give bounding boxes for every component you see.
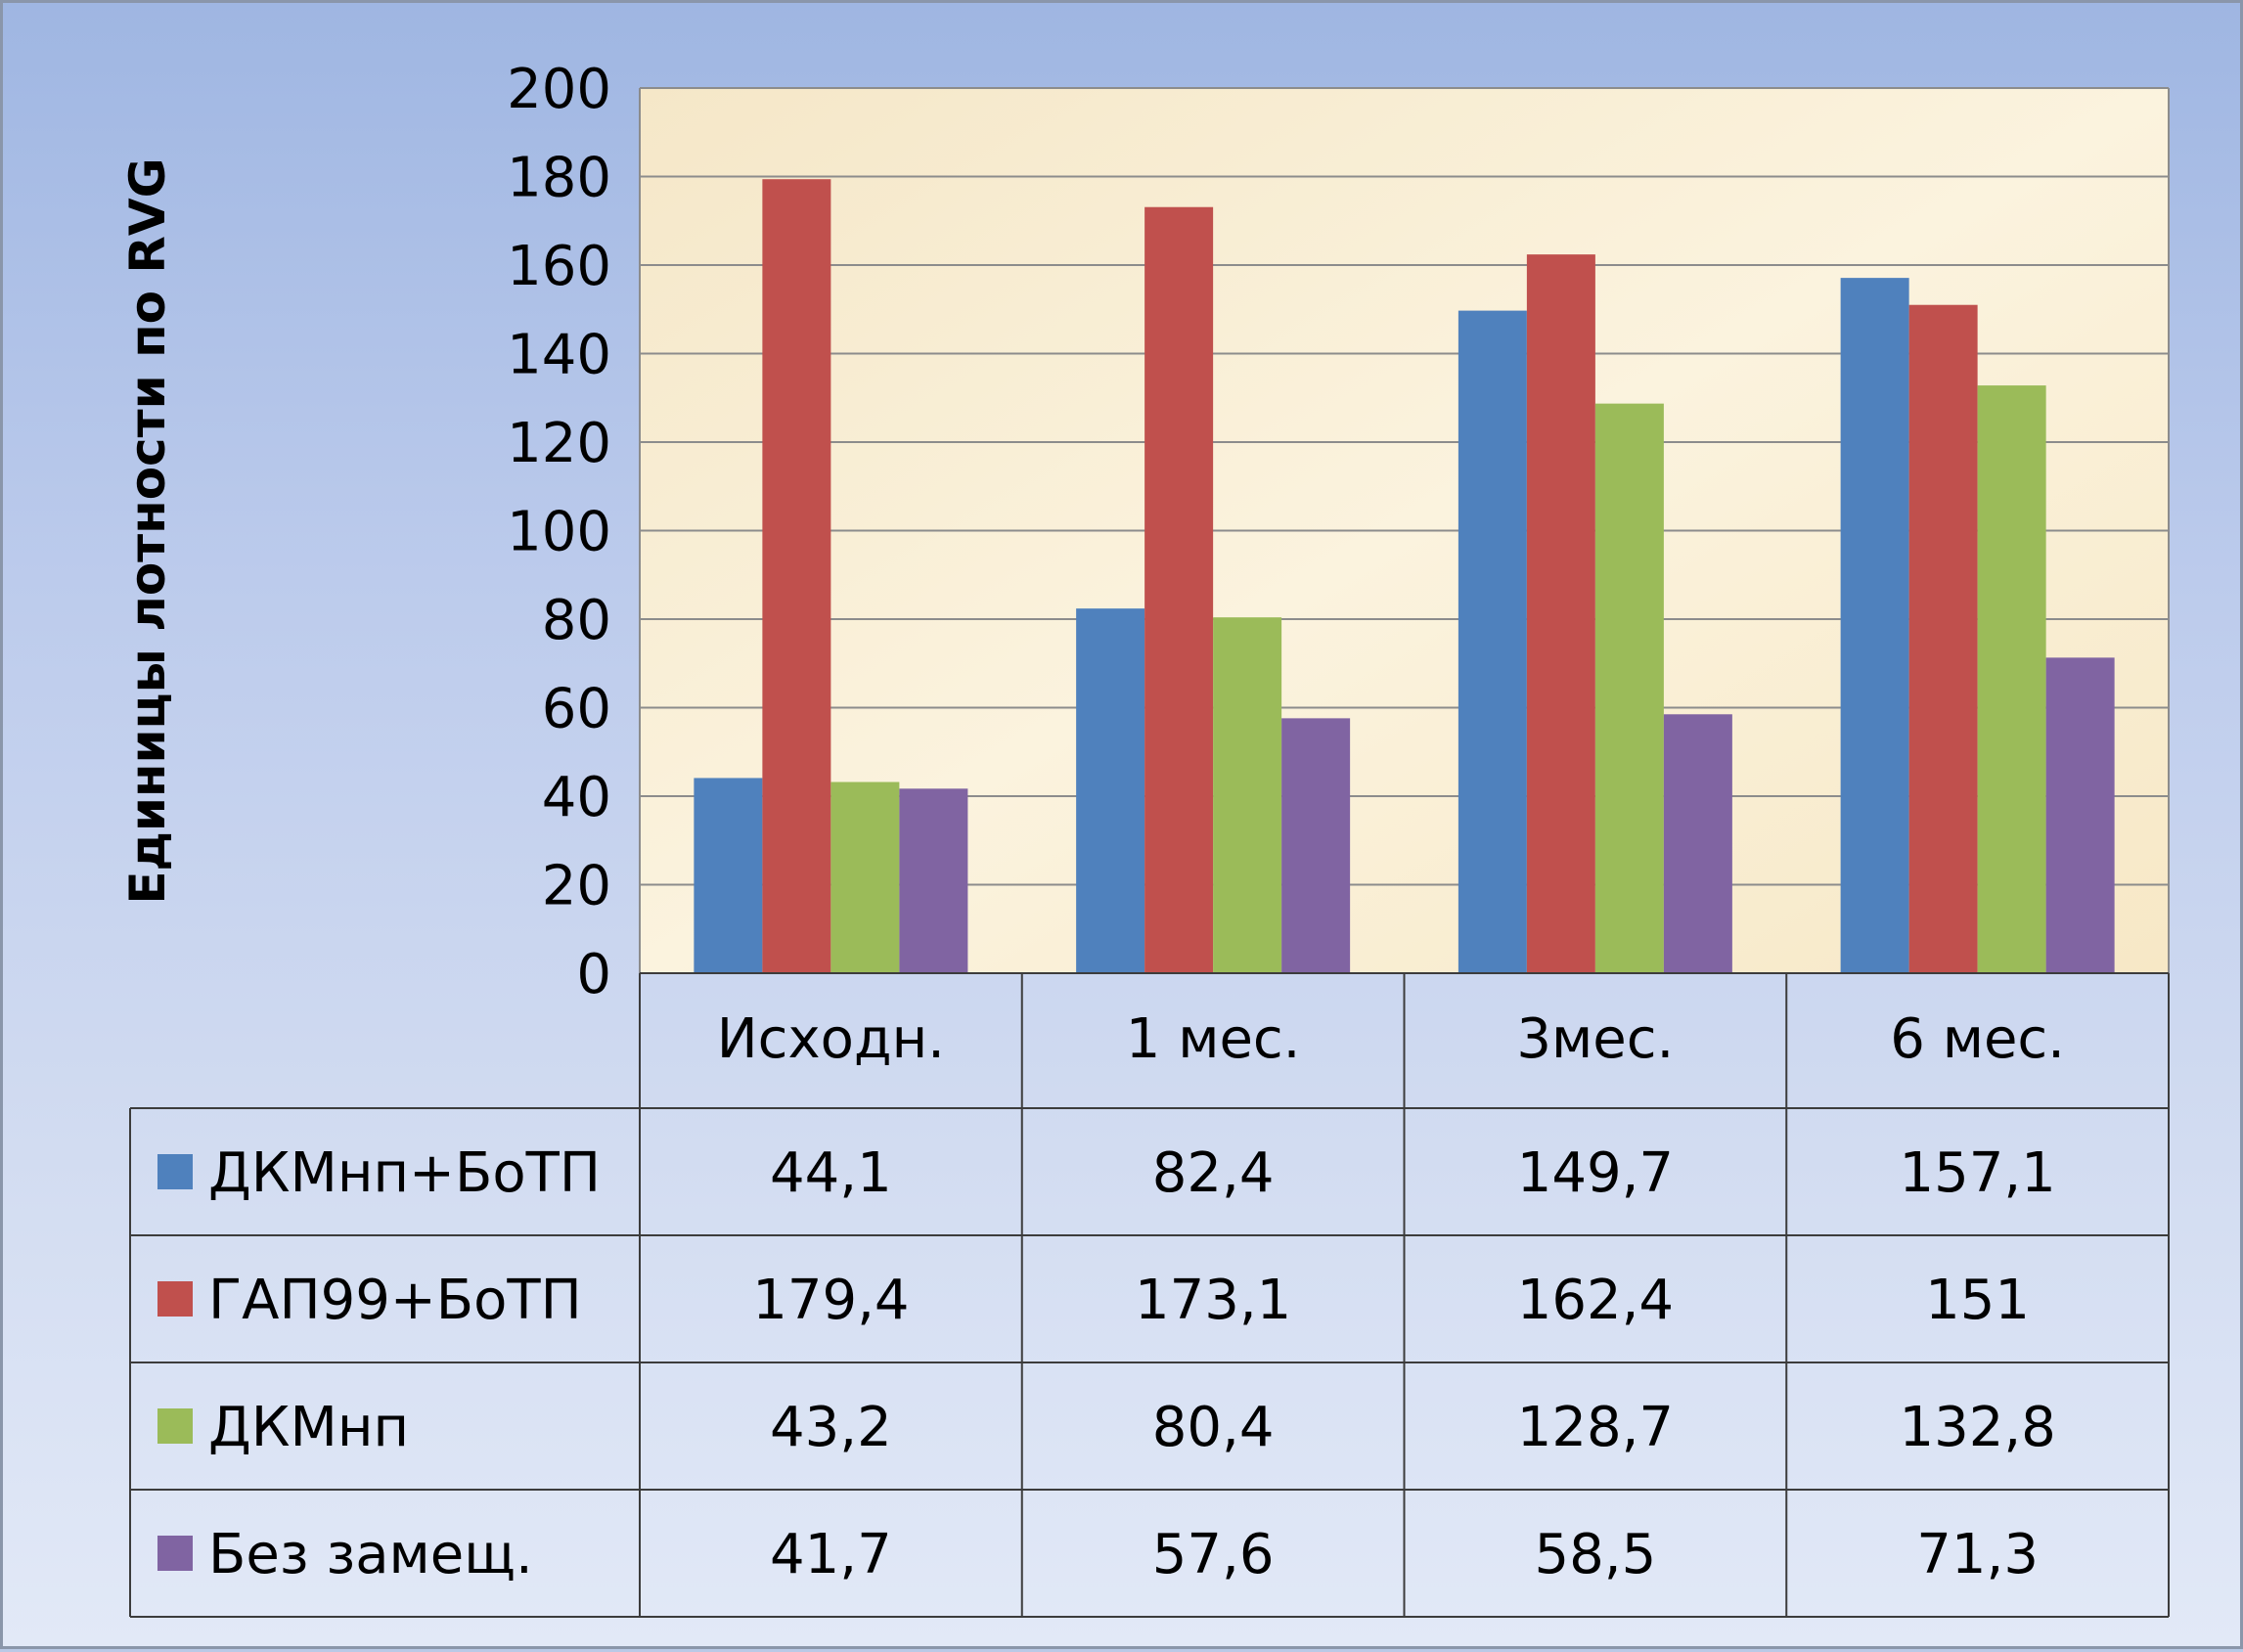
data-value: 149,7 bbox=[1517, 1141, 1674, 1205]
series-name: ДКМнп bbox=[208, 1396, 409, 1459]
bar bbox=[1908, 304, 1978, 974]
bar bbox=[1458, 310, 1527, 973]
data-value: 173,1 bbox=[1135, 1269, 1291, 1332]
data-value: 80,4 bbox=[1152, 1396, 1275, 1459]
bar bbox=[1977, 385, 2046, 974]
bar bbox=[1281, 718, 1351, 973]
data-value: 44,1 bbox=[770, 1141, 892, 1205]
data-value: 157,1 bbox=[1899, 1141, 2055, 1205]
y-tick-label: 80 bbox=[542, 589, 611, 652]
category-label: 1 мес. bbox=[1126, 1007, 1301, 1071]
y-tick-label: 0 bbox=[576, 943, 611, 1006]
y-tick-label: 140 bbox=[507, 324, 611, 387]
legend-swatch bbox=[157, 1408, 193, 1444]
bar bbox=[899, 788, 968, 973]
y-tick-label: 100 bbox=[507, 501, 611, 564]
bar bbox=[1144, 206, 1214, 973]
y-tick-label: 180 bbox=[507, 147, 611, 210]
y-tick-label: 20 bbox=[542, 855, 611, 918]
y-tick-label: 160 bbox=[507, 235, 611, 298]
category-label: 6 мес. bbox=[1890, 1007, 2065, 1071]
series-name: ДКМнп+БоТП bbox=[208, 1141, 601, 1205]
bar bbox=[1213, 617, 1282, 973]
data-value: 41,7 bbox=[770, 1523, 892, 1586]
data-value: 132,8 bbox=[1899, 1396, 2055, 1459]
data-value: 128,7 bbox=[1517, 1396, 1674, 1459]
series-name: ГАП99+БоТП bbox=[208, 1269, 582, 1332]
bars bbox=[694, 179, 2115, 974]
bar bbox=[1594, 403, 1664, 973]
bar bbox=[1663, 714, 1732, 973]
bar bbox=[1076, 608, 1145, 973]
data-value: 43,2 bbox=[770, 1396, 892, 1459]
data-value: 82,4 bbox=[1152, 1141, 1275, 1205]
bar bbox=[1840, 278, 1909, 973]
data-value: 162,4 bbox=[1517, 1269, 1674, 1332]
legend-swatch bbox=[157, 1154, 193, 1189]
y-tick-label: 60 bbox=[542, 678, 611, 741]
y-tick-label: 120 bbox=[507, 412, 611, 475]
data-value: 71,3 bbox=[1916, 1523, 2039, 1586]
data-table: Исходн. 1 мес. 3мес. 6 мес. ДКМнп+БоТП 44,1 82… bbox=[129, 972, 2170, 1618]
data-value: 151 bbox=[1925, 1269, 2030, 1332]
category-label: Исходн. bbox=[717, 1007, 945, 1071]
y-tick-label: 40 bbox=[542, 766, 611, 829]
y-axis-ticks: 0 20 40 60 80 100 120 140 160 180 200 bbox=[507, 58, 611, 1006]
bar bbox=[830, 781, 900, 973]
bar-chart: 0 20 40 60 80 100 120 140 160 180 200 Единицы лотн… bbox=[119, 58, 2170, 1618]
bar bbox=[694, 778, 763, 973]
bar bbox=[762, 179, 831, 974]
data-value: 57,6 bbox=[1152, 1523, 1275, 1586]
data-value: 179,4 bbox=[752, 1269, 909, 1332]
legend-swatch bbox=[157, 1281, 193, 1317]
y-axis-label: Единицы лотности по RVG bbox=[119, 157, 176, 904]
y-tick-label: 200 bbox=[507, 58, 611, 121]
legend-swatch bbox=[157, 1536, 193, 1571]
category-label: 3мес. bbox=[1516, 1007, 1674, 1071]
series-name: Без замещ. bbox=[208, 1523, 533, 1586]
bar bbox=[2045, 657, 2115, 973]
bar bbox=[1526, 254, 1595, 973]
data-value: 58,5 bbox=[1535, 1523, 1657, 1586]
